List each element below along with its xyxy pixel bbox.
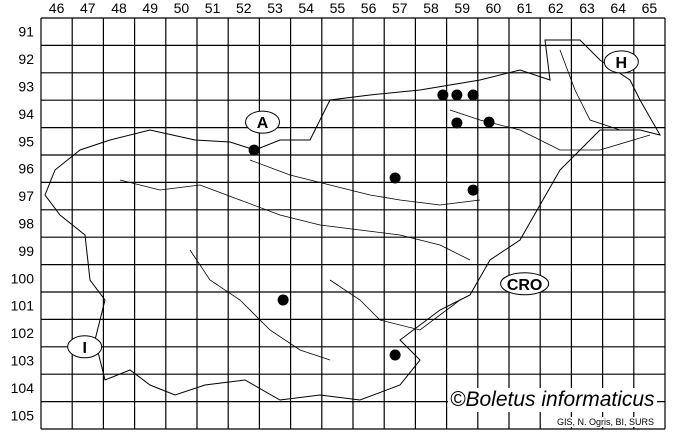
column-label: 52 [236,0,252,16]
row-label: 105 [11,407,35,423]
row-label: 100 [11,270,35,286]
neighbour-oval [67,335,103,359]
record-dot [467,184,479,196]
column-label: 53 [267,0,283,16]
column-label: 50 [174,0,190,16]
row-label: 102 [11,325,35,341]
neighbour-oval [245,110,281,134]
row-label: 93 [18,79,34,95]
column-label: 48 [111,0,127,16]
record-dot [451,89,463,101]
row-label: 96 [18,161,34,177]
map-grid [40,17,666,430]
row-label: 104 [11,380,35,396]
column-label: 57 [392,0,408,16]
column-label: 60 [486,0,502,16]
row-label: 103 [11,353,35,369]
column-label: 59 [454,0,470,16]
column-label: 47 [80,0,96,16]
column-label: 56 [361,0,377,16]
column-label: 55 [330,0,346,16]
neighbour-oval [500,272,550,296]
neighbour-oval [603,50,639,74]
rivers [119,49,651,361]
column-label: 61 [517,0,533,16]
row-label: 98 [18,216,34,232]
column-label: 62 [548,0,564,16]
record-dot [467,89,479,101]
record-dot [483,116,495,128]
grid-labels: 46 47 48 49 50 51 52 53 54 55 56 57 58 59 60 61 62 63 64 65… [11,0,658,423]
credit-text: GIS, N. Ogris, BI, SURS [556,417,656,427]
neighbour-label: A [257,115,269,132]
record-dot [248,144,260,156]
row-label: 95 [18,133,34,149]
row-label: 94 [18,106,34,122]
neighbour-label: H [616,55,628,72]
record-dot [451,117,463,129]
row-label: 92 [18,51,34,67]
column-label: 65 [642,0,658,16]
row-label: 101 [11,298,35,314]
record-dot [389,172,401,184]
column-label: 58 [423,0,439,16]
record-dot [437,89,449,101]
column-label: 63 [579,0,595,16]
record-dot [277,294,289,306]
column-label: 64 [610,0,626,16]
row-label: 99 [18,243,34,259]
column-label: 54 [298,0,314,16]
record-dot [389,349,401,361]
column-label: 49 [142,0,158,16]
neighbour-label: I [82,340,86,357]
neighbour-label: CRO [507,277,543,294]
row-label: 91 [18,24,34,40]
column-label: 46 [49,0,65,16]
country-border [44,39,662,401]
copyright-text: ©Boletus informaticus [448,388,657,412]
neighbour-labels: A H CRO I [67,50,639,359]
record-dots [248,89,495,361]
column-label: 51 [205,0,221,16]
row-label: 97 [18,188,34,204]
